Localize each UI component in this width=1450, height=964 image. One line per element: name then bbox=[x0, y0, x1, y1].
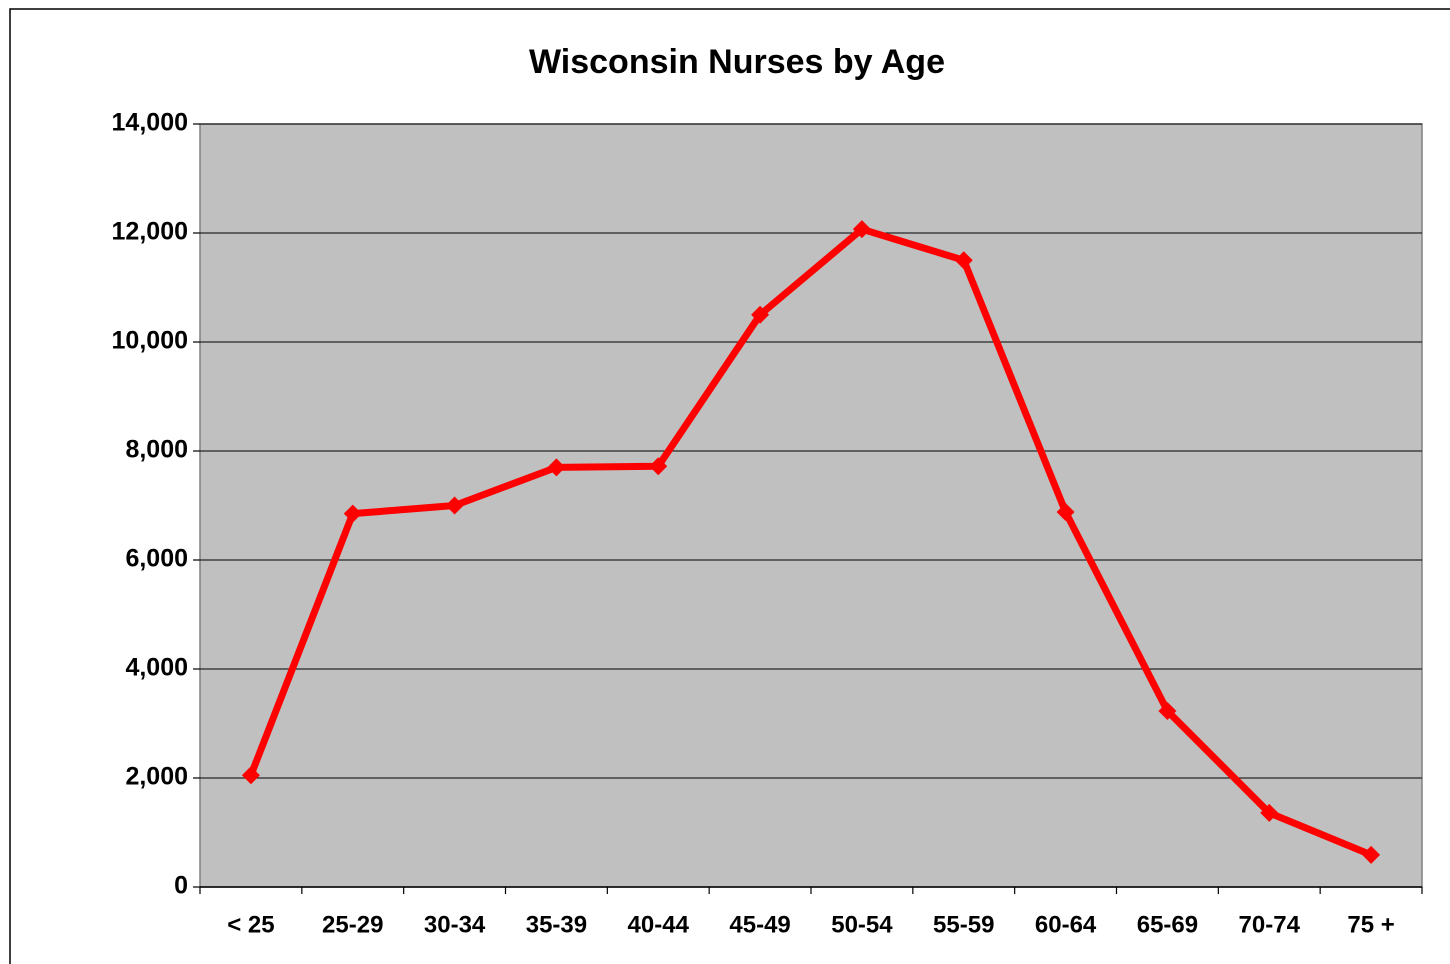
x-tick-label: 45-49 bbox=[729, 911, 790, 938]
x-tick-label: 55-59 bbox=[933, 911, 994, 938]
data-point bbox=[445, 496, 464, 515]
data-point bbox=[547, 458, 566, 477]
data-line bbox=[247, 225, 1373, 859]
data-point bbox=[343, 504, 362, 523]
y-tick-label: 8,000 bbox=[125, 436, 188, 464]
x-tick-label: 40-44 bbox=[628, 911, 690, 938]
y-tick-label: 4,000 bbox=[125, 654, 188, 682]
x-tick-label: 35-39 bbox=[526, 911, 587, 938]
data-point bbox=[1158, 701, 1177, 720]
x-tick-label: 50-54 bbox=[831, 911, 893, 938]
data-point bbox=[1056, 503, 1075, 522]
x-tick-label: 25-29 bbox=[322, 911, 383, 938]
y-tick-label: 2,000 bbox=[125, 763, 188, 791]
y-tick-label: 10,000 bbox=[112, 327, 188, 355]
data-point bbox=[852, 220, 871, 239]
data-point bbox=[649, 457, 668, 476]
data-point bbox=[1260, 803, 1279, 822]
y-tick-label: 14,000 bbox=[112, 109, 188, 137]
x-tick-label: 70-74 bbox=[1239, 911, 1301, 938]
y-tick-label: 0 bbox=[174, 872, 188, 900]
chart-title: Wisconsin Nurses by Age bbox=[529, 43, 945, 81]
x-tick-label: 65-69 bbox=[1137, 911, 1198, 938]
data-point bbox=[751, 305, 770, 324]
x-tick-label: < 25 bbox=[227, 911, 274, 938]
x-tick-label: 30-34 bbox=[424, 911, 486, 938]
x-tick-label: 60-64 bbox=[1035, 911, 1097, 938]
y-tick-label: 12,000 bbox=[112, 218, 188, 246]
x-tick-label: 75 + bbox=[1347, 911, 1394, 938]
data-point bbox=[1362, 845, 1381, 864]
plot-area bbox=[199, 123, 1423, 888]
data-point bbox=[241, 766, 260, 785]
data-point bbox=[954, 251, 973, 270]
y-tick-label: 6,000 bbox=[125, 545, 188, 573]
